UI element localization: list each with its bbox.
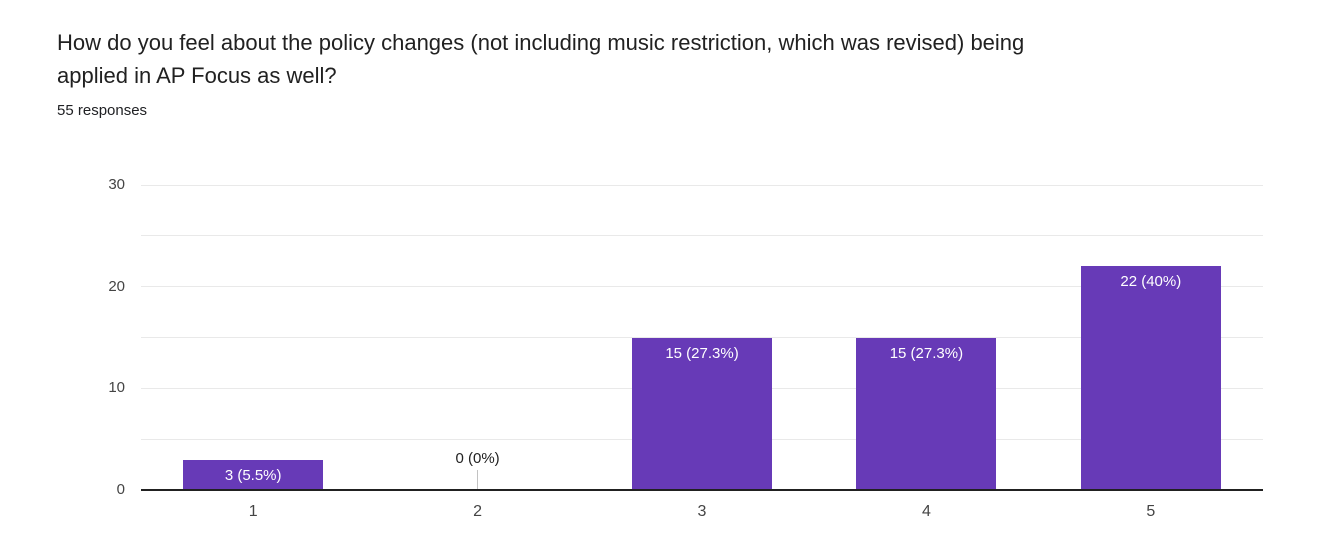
- gridline: [141, 235, 1263, 237]
- x-axis-category-label: 5: [1146, 503, 1156, 520]
- question-title-line-1: How do you feel about the policy changes…: [57, 30, 1025, 55]
- bar-value-label: 0 (0%): [455, 450, 500, 467]
- bar-value-label: 3 (5.5%): [224, 466, 282, 484]
- x-axis-line: [141, 489, 1263, 491]
- y-axis-tick-label: 0: [116, 481, 125, 498]
- x-axis-category-label: 1: [248, 503, 258, 520]
- bar: [856, 337, 997, 490]
- bar: [632, 337, 772, 490]
- question-title: How do you feel about the policy changes…: [57, 26, 1024, 92]
- gridline: [141, 286, 1263, 288]
- gridline: [141, 184, 1263, 186]
- y-axis-tick-label: 30: [108, 176, 125, 193]
- response-count: 55 responses: [57, 102, 148, 119]
- bar-value-label: 15 (27.3%): [889, 344, 964, 362]
- zero-callout-stem: [477, 470, 479, 489]
- bar-value-label: 22 (40%): [1120, 273, 1182, 291]
- y-axis-tick-label: 20: [108, 277, 125, 295]
- x-axis-category-label: 2: [473, 503, 483, 520]
- bar-value-label: 15 (27.3%): [665, 344, 739, 362]
- bar: [1080, 266, 1221, 490]
- question-header: How do you feel about the policy changes…: [57, 26, 1024, 121]
- x-axis-category-label: 4: [921, 503, 931, 520]
- bar: [183, 459, 324, 490]
- y-axis-tick-label: 10: [108, 379, 125, 397]
- question-title-line-2: applied in AP Focus as well?: [57, 63, 337, 88]
- x-axis-category-label: 3: [697, 503, 707, 520]
